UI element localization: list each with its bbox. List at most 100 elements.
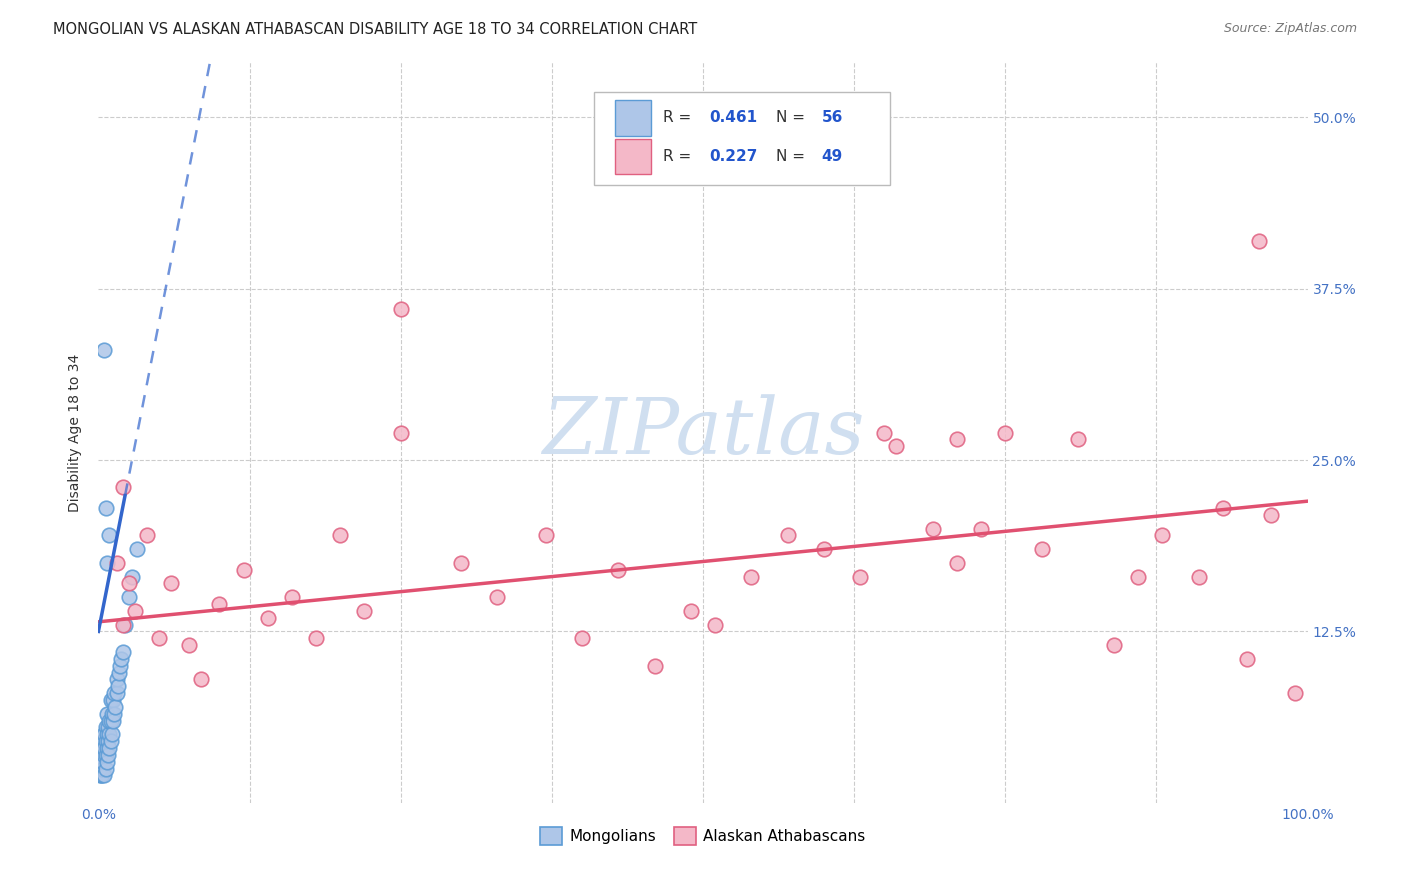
Point — [111, 617, 134, 632]
Point — [93, 727, 115, 741]
Point — [946, 556, 969, 570]
Point — [91, 755, 114, 769]
Point — [111, 480, 134, 494]
Point — [160, 576, 183, 591]
Point — [1260, 508, 1282, 522]
Point — [97, 720, 120, 734]
FancyBboxPatch shape — [595, 92, 890, 185]
Point — [90, 747, 112, 762]
Point — [1128, 569, 1150, 583]
Point — [232, 563, 254, 577]
Point — [679, 604, 702, 618]
Point — [94, 762, 117, 776]
Point — [100, 706, 122, 721]
Point — [1031, 542, 1053, 557]
Point — [1188, 569, 1211, 583]
Point — [124, 604, 146, 618]
Point — [96, 727, 118, 741]
Text: 0.461: 0.461 — [709, 111, 758, 126]
Point — [100, 714, 122, 728]
Point — [94, 747, 117, 762]
Point — [105, 686, 128, 700]
Point — [389, 425, 412, 440]
Point — [98, 714, 121, 728]
Point — [389, 302, 412, 317]
Point — [110, 652, 132, 666]
Point — [329, 528, 352, 542]
Text: MONGOLIAN VS ALASKAN ATHABASCAN DISABILITY AGE 18 TO 34 CORRELATION CHART: MONGOLIAN VS ALASKAN ATHABASCAN DISABILI… — [53, 22, 697, 37]
Point — [740, 569, 762, 583]
Point — [104, 699, 127, 714]
Point — [108, 665, 131, 680]
Point — [100, 727, 122, 741]
Text: ZIPatlas: ZIPatlas — [541, 394, 865, 471]
Text: R =: R = — [664, 111, 696, 126]
Point — [91, 762, 114, 776]
Text: R =: R = — [664, 149, 696, 164]
Point — [96, 755, 118, 769]
Point — [305, 632, 328, 646]
Point — [89, 768, 111, 782]
Point — [190, 673, 212, 687]
Point — [91, 741, 114, 756]
Point — [103, 686, 125, 700]
Point — [91, 768, 114, 782]
Y-axis label: Disability Age 18 to 34: Disability Age 18 to 34 — [69, 353, 83, 512]
Point — [994, 425, 1017, 440]
Point — [111, 645, 134, 659]
Point — [1067, 433, 1090, 447]
Point — [1212, 501, 1234, 516]
Bar — [614, 100, 651, 136]
Point — [100, 693, 122, 707]
Point — [704, 617, 727, 632]
Point — [89, 762, 111, 776]
Point — [1152, 528, 1174, 542]
Point — [208, 597, 231, 611]
Point — [135, 528, 157, 542]
Text: Source: ZipAtlas.com: Source: ZipAtlas.com — [1223, 22, 1357, 36]
Point — [607, 563, 630, 577]
Point — [98, 528, 121, 542]
Point — [1249, 234, 1271, 248]
Text: N =: N = — [776, 111, 810, 126]
Point — [127, 542, 149, 557]
Point — [93, 741, 115, 756]
Point — [93, 747, 115, 762]
Point — [97, 734, 120, 748]
Point — [94, 734, 117, 748]
Point — [90, 755, 112, 769]
Point — [644, 658, 666, 673]
Point — [91, 734, 114, 748]
Point — [105, 556, 128, 570]
Point — [179, 638, 201, 652]
Point — [1284, 686, 1306, 700]
Point — [103, 706, 125, 721]
Point — [97, 747, 120, 762]
Point — [91, 755, 114, 769]
Point — [946, 433, 969, 447]
Point — [94, 501, 117, 516]
Point — [571, 632, 593, 646]
Point — [105, 673, 128, 687]
Point — [100, 734, 122, 748]
Point — [96, 706, 118, 721]
Point — [93, 768, 115, 782]
Point — [91, 741, 114, 756]
Point — [813, 542, 835, 557]
Point — [256, 610, 278, 624]
Text: 0.227: 0.227 — [709, 149, 758, 164]
Point — [534, 528, 557, 542]
Bar — [614, 138, 651, 174]
Point — [1236, 652, 1258, 666]
Text: N =: N = — [776, 149, 810, 164]
Point — [108, 658, 131, 673]
Point — [93, 343, 115, 358]
Point — [970, 522, 993, 536]
Point — [94, 720, 117, 734]
Point — [101, 714, 124, 728]
Point — [849, 569, 872, 583]
Point — [98, 727, 121, 741]
Point — [873, 425, 896, 440]
Legend: Mongolians, Alaskan Athabascans: Mongolians, Alaskan Athabascans — [534, 821, 872, 851]
Point — [107, 679, 129, 693]
